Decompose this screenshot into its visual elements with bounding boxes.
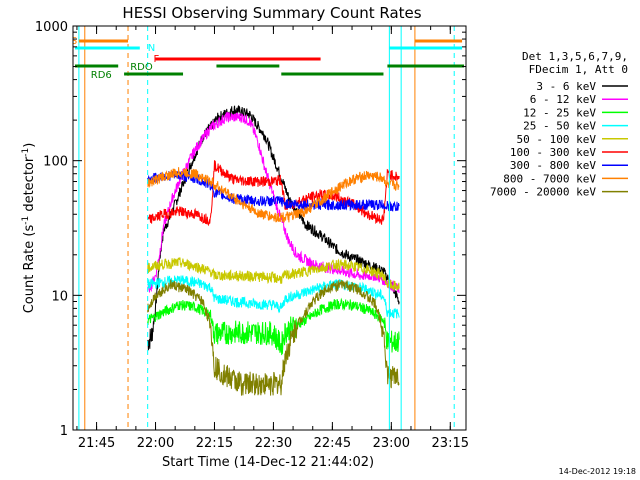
x-tick-label: 22:30: [255, 436, 292, 451]
x-tick-label: 23:15: [432, 436, 469, 451]
y-tick-label: 1: [60, 424, 68, 439]
legend-header-line: Det 1,3,5,6,7,9,: [522, 50, 628, 63]
series-line-25-50-kev: [147, 275, 400, 319]
y-axis-label-sup2: -1: [21, 148, 31, 157]
y-axis-label-close: ): [22, 143, 37, 148]
y-axis-label: Count Rate (s-1 detector-1): [21, 143, 37, 314]
flag-label-rdo: RDO: [130, 62, 153, 73]
legend-header-line: FDecim 1, Att 0: [529, 63, 628, 76]
time-markers: [78, 26, 455, 430]
series-line-3-6-kev: [147, 104, 400, 351]
x-tick-label: 22:15: [196, 436, 233, 451]
y-tick-label: 100: [43, 155, 68, 170]
x-tick-label: 22:45: [314, 436, 351, 451]
axes: 21:45 22:00 22:15 22:30 22:45 23:00 23:15 1 10 10…: [35, 20, 469, 451]
series-line-800-7000-kev: [147, 167, 400, 224]
flag-label-s: S: [71, 36, 77, 47]
legend-label-50-100-kev: 50 - 100 keV: [517, 133, 597, 146]
series-line-7000-20000-kev: [147, 279, 400, 396]
series-line-12-25-kev: [147, 297, 400, 356]
y-tick-label: 10: [51, 289, 68, 304]
y-tick-label: 1000: [35, 20, 68, 35]
x-tick-label: 21:45: [78, 436, 115, 451]
series-layer: [147, 104, 400, 396]
y-axis-label-main: Count Rate (s: [22, 225, 37, 314]
flag-label-rd6: RD6: [91, 70, 112, 81]
legend-label-300-800-kev: 300 - 800 keV: [510, 159, 596, 172]
legend: Det 1,3,5,6,7,9,FDecim 1, Att 0 3 - 6 keV…: [490, 50, 628, 199]
legend-label-100-300-kev: 100 - 300 keV: [510, 146, 596, 159]
x-tick-label: 23:00: [373, 436, 410, 451]
legend-label-6-12-kev: 6 - 12 keV: [530, 93, 597, 106]
timestamp: 14-Dec-2012 19:18: [559, 467, 636, 476]
flag-label-f: F: [154, 54, 160, 65]
series-line-50-100-kev: [147, 257, 400, 291]
legend-label-7000-20000-kev: 7000 - 20000 keV: [490, 186, 596, 199]
legend-label-12-25-kev: 12 - 25 keV: [523, 106, 596, 119]
chart-title: HESSI Observing Summary Count Rates: [122, 4, 421, 22]
plot-frame: [72, 25, 467, 431]
legend-label-3-6-kev: 3 - 6 keV: [536, 80, 596, 93]
x-axis-label: Start Time (14-Dec-12 21:44:02): [162, 455, 374, 470]
flag-label-n: N: [148, 43, 155, 54]
y-axis-label-sup: -1: [21, 216, 31, 225]
legend-label-800-7000-kev: 800 - 7000 keV: [503, 172, 596, 185]
legend-label-25-50-kev: 25 - 50 keV: [523, 120, 596, 133]
y-axis-label-tail: detector: [22, 156, 37, 216]
series-line-6-12-kev: [147, 111, 400, 294]
x-tick-label: 22:00: [137, 436, 174, 451]
